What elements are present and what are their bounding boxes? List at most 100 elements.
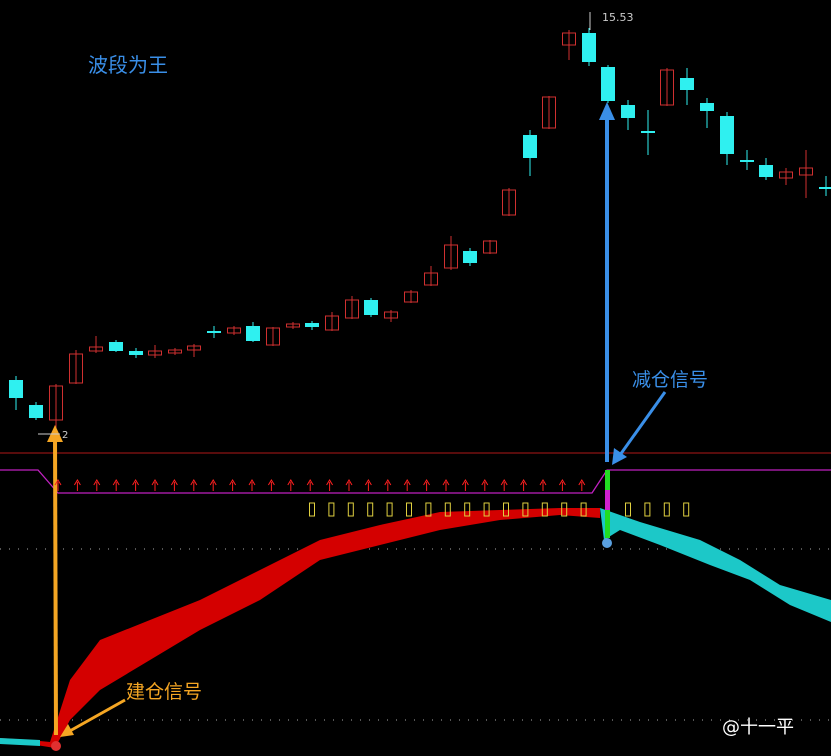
low-label: 2 (62, 430, 68, 441)
signal-box (522, 502, 529, 517)
up-arrow-head (578, 479, 586, 486)
candle-body (207, 331, 221, 333)
candle-body (168, 349, 182, 354)
cyan-band (600, 508, 831, 622)
up-arrow-head (403, 479, 411, 486)
up-arrow-head (461, 479, 469, 486)
up-arrow-head (229, 479, 237, 486)
candle-body (621, 105, 635, 118)
signal-box (683, 502, 690, 517)
signal-box (444, 502, 451, 517)
up-arrow-head (209, 479, 217, 486)
up-arrow-head (73, 479, 81, 486)
signal-box (561, 502, 568, 517)
candle-body (819, 187, 831, 189)
candle-body (286, 323, 300, 328)
up-arrow-head (364, 479, 372, 486)
candle-body (29, 405, 43, 418)
candle-body (404, 291, 418, 303)
signal-box (625, 502, 631, 517)
candle-body (740, 160, 754, 162)
arrow (67, 698, 126, 734)
signal-box (309, 502, 315, 517)
candle-body (187, 345, 201, 351)
candle-body (799, 167, 813, 176)
candle-body (444, 244, 458, 269)
candle-body (483, 240, 497, 254)
signal-box (386, 502, 393, 517)
up-arrow-head (93, 479, 101, 486)
signal-box (406, 502, 412, 517)
signal-dot (602, 538, 612, 548)
candle-body (345, 299, 359, 319)
up-arrow-head (248, 479, 256, 486)
up-arrow-head (558, 479, 566, 486)
candle-body (523, 135, 537, 158)
arrow-head (60, 724, 74, 737)
up-arrow-head (170, 479, 178, 486)
signal-dot (51, 741, 61, 751)
candle-body (424, 272, 438, 286)
up-arrow-head (112, 479, 120, 486)
watermark: @十一平 (722, 717, 794, 738)
signal-box (464, 502, 471, 517)
signal-box (367, 502, 374, 517)
arrow (53, 434, 58, 736)
candle-body (364, 300, 378, 315)
red-band (0, 508, 600, 748)
signal-box (328, 502, 335, 517)
up-arrow-head (500, 479, 508, 486)
up-arrow-head (287, 479, 295, 486)
signal-box (541, 502, 548, 517)
up-arrow-head (151, 479, 159, 486)
up-arrow-head (442, 479, 450, 486)
signal-box (347, 502, 354, 517)
build-signal-label: 建仓信号 (126, 681, 202, 703)
candle-body (129, 351, 143, 355)
high-label: 15.53 (602, 11, 634, 24)
signal-box (503, 502, 509, 517)
up-arrow-head (132, 479, 140, 486)
candle-body (720, 116, 734, 154)
signal-bar (605, 490, 610, 510)
signal-bar (605, 470, 610, 490)
candle-body (148, 350, 162, 356)
up-arrow-head (423, 479, 431, 486)
candle-body (69, 353, 83, 384)
candle-body (384, 311, 398, 319)
candle-body (562, 32, 576, 46)
candle-body (325, 315, 339, 331)
candle-body (89, 346, 103, 352)
candle-body (463, 251, 477, 263)
signal-box (483, 502, 490, 517)
candle-body (759, 165, 773, 177)
candle-body (680, 78, 694, 90)
up-arrow-head (539, 479, 547, 486)
up-arrow-head (306, 479, 314, 486)
candle-body (305, 323, 319, 327)
signal-box (663, 502, 670, 517)
candle-body (109, 342, 123, 351)
candle-body (700, 103, 714, 111)
indicator (0, 102, 831, 751)
candle-body (9, 380, 23, 398)
candle-body (502, 189, 516, 216)
candles (9, 28, 831, 432)
up-arrow-head (326, 479, 334, 486)
candle-body (266, 327, 280, 346)
up-arrow-head (481, 479, 489, 486)
cyan-band (0, 738, 40, 746)
up-arrow-head (384, 479, 392, 486)
up-arrow-head (520, 479, 528, 486)
arrow-head (599, 102, 615, 120)
arrow-head (612, 448, 627, 465)
up-arrow-head (190, 479, 198, 486)
candle-body (49, 385, 63, 421)
reduce-signal-label: 减仓信号 (632, 369, 708, 391)
title: 波段为王 (88, 53, 168, 77)
candle-body (660, 69, 674, 106)
signal-box (425, 502, 432, 517)
up-arrow-head (54, 479, 62, 486)
arrow (618, 391, 667, 456)
